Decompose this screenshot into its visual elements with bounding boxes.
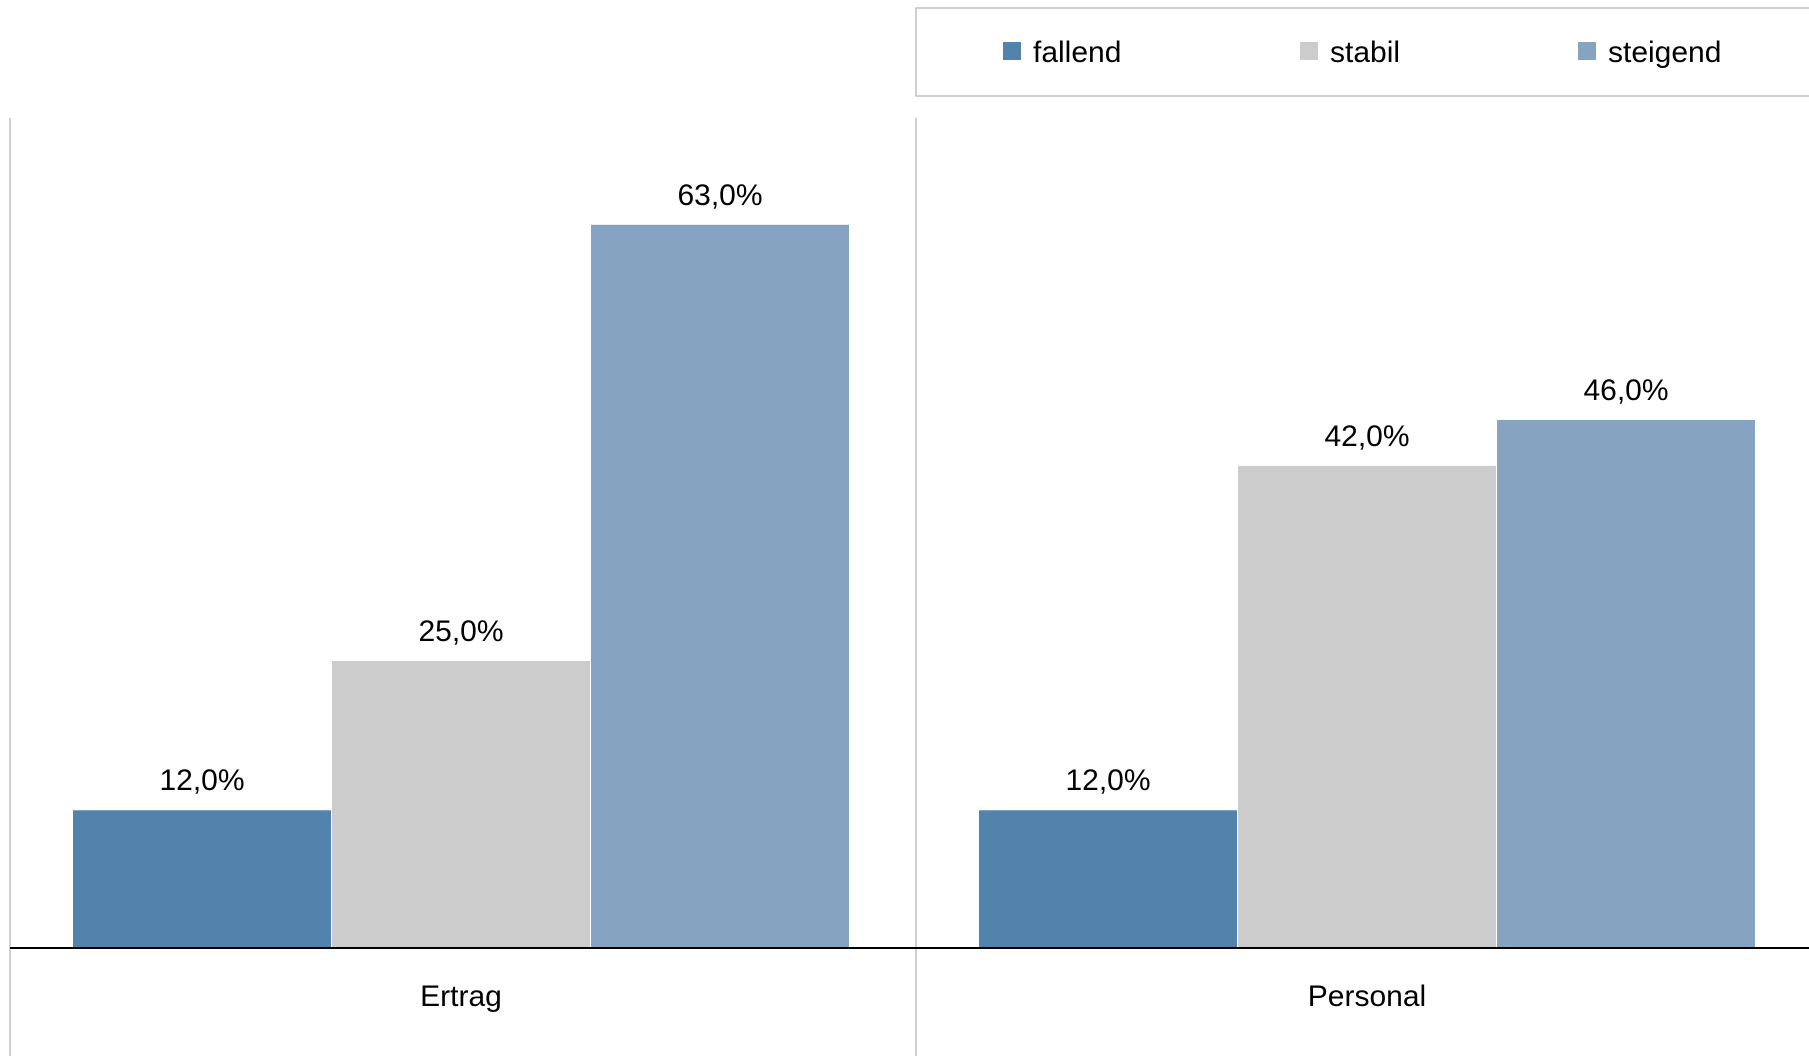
bars xyxy=(73,224,1755,948)
category-labels: Ertrag Personal xyxy=(420,980,1426,1013)
legend-label-steigend: steigend xyxy=(1608,36,1721,69)
data-label-steigend-personal: 46,0% xyxy=(1583,374,1668,407)
data-label-steigend-ertrag: 63,0% xyxy=(677,179,762,212)
data-label-stabil-personal: 42,0% xyxy=(1324,420,1409,453)
legend-label-fallend: fallend xyxy=(1033,36,1121,69)
bar-stabil-personal xyxy=(1238,465,1496,948)
legend-swatch-steigend xyxy=(1578,42,1596,60)
bar-fallend-personal xyxy=(979,810,1237,948)
bar-fallend-ertrag xyxy=(73,810,331,948)
legend-label-stabil: stabil xyxy=(1330,36,1400,69)
category-dividers xyxy=(9,118,917,1056)
data-label-fallend-ertrag: 12,0% xyxy=(159,764,244,797)
legend-swatch-fallend xyxy=(1003,42,1021,60)
bar-steigend-ertrag xyxy=(591,224,849,948)
data-label-fallend-personal: 12,0% xyxy=(1065,764,1150,797)
data-labels: 12,0% 25,0% 63,0% 12,0% 42,0% 46,0% xyxy=(159,179,1668,797)
data-label-stabil-ertrag: 25,0% xyxy=(418,615,503,648)
bar-stabil-ertrag xyxy=(332,661,590,948)
bar-steigend-personal xyxy=(1497,419,1755,948)
legend: fallend stabil steigend xyxy=(915,7,1809,97)
legend-swatch-stabil xyxy=(1300,42,1318,60)
category-label-personal: Personal xyxy=(1308,980,1426,1013)
category-label-ertrag: Ertrag xyxy=(420,980,502,1013)
legend-box xyxy=(915,7,1809,97)
